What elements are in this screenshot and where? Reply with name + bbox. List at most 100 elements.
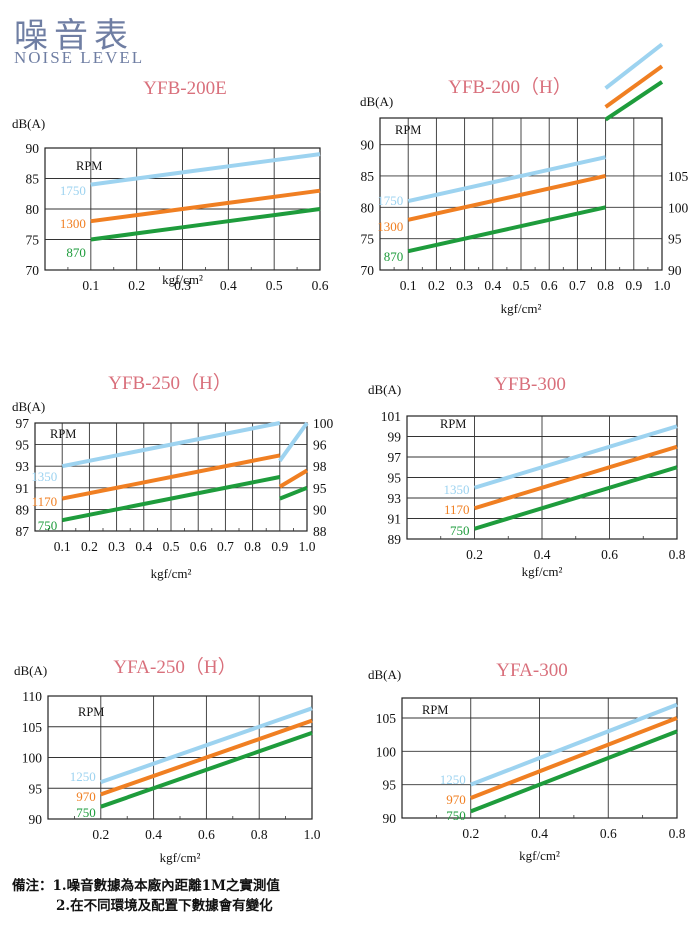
y-tick-label: 97 — [388, 450, 402, 465]
x-tick-label: 0.5 — [513, 278, 530, 293]
y-tick-label: 100 — [22, 751, 43, 766]
series-line-1170 — [473, 444, 678, 511]
series-label-1250: 1250 — [70, 769, 96, 784]
x-axis-label: kgf/cm² — [160, 850, 201, 865]
y-tick-label: 105 — [376, 711, 397, 726]
x-tick-label: 0.2 — [466, 547, 483, 562]
y2-tick-label: 95 — [668, 232, 682, 247]
series-line-1750-high — [604, 42, 664, 90]
x-tick-label: 0.8 — [669, 547, 686, 562]
series-line-1350-high — [278, 421, 309, 462]
series-label-750: 750 — [76, 805, 96, 820]
x-tick-label: 0.7 — [217, 539, 234, 554]
series-line-750 — [473, 465, 678, 531]
x-tick-label: 0.2 — [128, 278, 145, 293]
x-tick-label: 0.7 — [569, 278, 586, 293]
y2-tick-label: 90 — [313, 502, 327, 517]
x-tick-label: 0.9 — [625, 278, 642, 293]
y-tick-label: 91 — [388, 512, 402, 527]
x-tick-label: 0.6 — [312, 278, 329, 293]
series-line-1170 — [61, 453, 281, 501]
x-tick-label: 0.4 — [145, 827, 162, 842]
series-line-870 — [407, 205, 607, 254]
chart-title: YFA-250（H） — [113, 656, 236, 678]
x-tick-label: 0.9 — [271, 539, 288, 554]
series-line-1250 — [100, 706, 313, 784]
y-tick-label: 70 — [361, 263, 375, 278]
x-axis-label: kgf/cm² — [162, 272, 203, 287]
series-label-1300: 1300 — [60, 216, 86, 231]
series-line-1350 — [61, 421, 281, 469]
y-tick-label: 89 — [388, 532, 402, 547]
x-tick-label: 0.2 — [92, 827, 109, 842]
chart-1: YFB-200E dB(A) kgf/cm² 70 75 80 85 90 0.1 0.2 0.3 0… — [12, 78, 329, 293]
y2-tick-label: 105 — [668, 169, 689, 184]
series-line-1300-high — [604, 64, 664, 109]
series-label-1750: 1750 — [377, 193, 403, 208]
chart-3: YFB-250（H） dB(A) kgf/cm² 87 89 91 93 95 97 0.1 0.2… — [12, 372, 334, 581]
series-label-1350: 1350 — [31, 469, 57, 484]
y-tick-label: 95 — [29, 781, 43, 796]
x-axis-label: kgf/cm² — [522, 564, 563, 579]
series-label-870: 870 — [66, 245, 86, 260]
page-title-en: NOISE LEVEL — [14, 48, 145, 67]
x-tick-label: 1.0 — [654, 278, 671, 293]
y-tick-label: 90 — [26, 141, 40, 156]
x-tick-label: 0.8 — [669, 826, 686, 841]
x-tick-label: 0.1 — [54, 539, 71, 554]
y-tick-label: 95 — [16, 438, 30, 453]
series-line-1300 — [90, 188, 321, 224]
x-tick-label: 0.8 — [597, 278, 614, 293]
y-tick-label: 85 — [26, 172, 40, 187]
chart-2: YFB-200（H） dB(A) kgf/cm² 70 75 80 85 90 0.1 0.2 0.… — [360, 42, 689, 316]
y-tick-label: 90 — [383, 811, 397, 826]
x-axis-label: kgf/cm² — [519, 848, 560, 863]
y-tick-label: 93 — [388, 491, 402, 506]
footnote-prefix: 備注： — [12, 878, 53, 894]
series-line-1750 — [90, 152, 321, 187]
series-line-1170-high — [278, 468, 309, 489]
y2-tick-label: 90 — [668, 263, 682, 278]
legend-title: RPM — [440, 417, 466, 431]
x-tick-label: 0.5 — [163, 539, 180, 554]
series-label-970: 970 — [446, 792, 466, 807]
legend-title: RPM — [395, 123, 421, 137]
x-tick-label: 1.0 — [304, 827, 321, 842]
series-line-750 — [100, 731, 313, 809]
series-line-750 — [470, 729, 678, 814]
series-line-1350 — [473, 424, 678, 490]
series-line-970 — [100, 718, 313, 797]
x-tick-label: 0.6 — [600, 826, 617, 841]
y-tick-label: 90 — [29, 812, 43, 827]
page-title-cn: 噪音表 — [14, 16, 134, 56]
y-tick-label: 101 — [381, 409, 401, 424]
x-tick-label: 0.2 — [462, 826, 479, 841]
series-line-870-high — [604, 80, 664, 122]
series-line-1750 — [407, 155, 607, 204]
y-tick-label: 90 — [361, 138, 375, 153]
x-tick-label: 0.4 — [531, 826, 548, 841]
legend-title: RPM — [76, 159, 102, 173]
series-label-1300: 1300 — [377, 219, 403, 234]
series-line-1300 — [407, 174, 607, 222]
series-line-1250 — [470, 702, 678, 787]
y2-tick-label: 95 — [313, 481, 327, 496]
legend-title: RPM — [78, 705, 104, 719]
y-axis-label: dB(A) — [12, 399, 45, 414]
charts-canvas: YFB-200E dB(A) kgf/cm² 70 75 80 85 90 0.1 0.2 0.3 0… — [12, 42, 689, 865]
x-tick-label: 0.4 — [135, 539, 152, 554]
x-tick-label: 0.3 — [174, 278, 191, 293]
x-tick-label: 0.3 — [456, 278, 473, 293]
y-axis-label: dB(A) — [360, 94, 393, 109]
series-label-750: 750 — [446, 808, 466, 823]
y-tick-label: 89 — [16, 502, 30, 517]
series-label-1750: 1750 — [60, 183, 86, 198]
x-tick-label: 0.3 — [108, 539, 125, 554]
legend-title: RPM — [50, 427, 76, 441]
chart-title: YFA-300 — [496, 660, 567, 681]
series-line-750-high — [279, 485, 308, 501]
y-tick-label: 75 — [26, 233, 40, 248]
y-tick-label: 105 — [22, 720, 43, 735]
footnote-line-2: 2.在不同環境及配置下數據會有變化 — [56, 898, 273, 914]
y-tick-label: 100 — [376, 744, 397, 759]
